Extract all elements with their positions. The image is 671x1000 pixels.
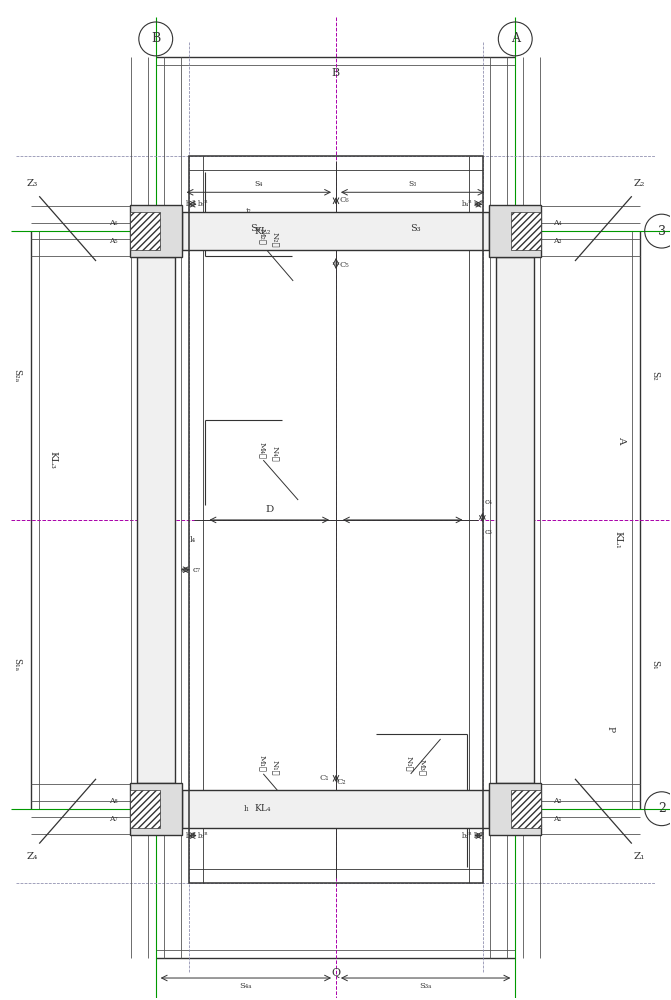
Text: M₁块: M₁块 — [257, 755, 265, 772]
Text: N₁块: N₁块 — [270, 760, 278, 776]
Text: S₄ₐ: S₄ₐ — [240, 982, 252, 990]
Text: c₈: c₈ — [180, 566, 189, 574]
Text: A₁: A₁ — [553, 815, 562, 823]
Text: A₅: A₅ — [109, 237, 118, 245]
Text: c₃: c₃ — [484, 528, 493, 536]
Text: KL₂: KL₂ — [254, 227, 270, 236]
Text: A₄: A₄ — [553, 219, 562, 227]
Text: b₈ᴮ: b₈ᴮ — [187, 832, 197, 840]
Text: KL₁: KL₁ — [613, 531, 622, 549]
Text: S₄: S₄ — [250, 224, 261, 233]
Text: S₂ₐ: S₂ₐ — [12, 369, 21, 382]
Bar — [130, 790, 160, 828]
Text: A: A — [511, 32, 520, 45]
Text: A₃: A₃ — [553, 237, 562, 245]
Bar — [497, 257, 534, 783]
Bar — [489, 783, 541, 835]
Text: b₁ᴮ: b₁ᴮ — [474, 832, 484, 840]
Text: C₂: C₂ — [336, 778, 346, 786]
Text: P: P — [605, 726, 615, 732]
Text: Q: Q — [331, 968, 340, 978]
Bar — [182, 212, 489, 250]
Text: S₃ₐ: S₃ₐ — [419, 982, 432, 990]
Bar — [130, 205, 182, 257]
Bar — [130, 783, 182, 835]
Bar — [137, 257, 174, 783]
Bar — [182, 790, 489, 828]
Text: i₂: i₂ — [246, 207, 252, 215]
Text: S₄: S₄ — [254, 180, 263, 188]
Text: 3: 3 — [658, 225, 666, 238]
Text: S₁ₐ: S₁ₐ — [12, 658, 21, 671]
Text: l₁: l₁ — [244, 805, 250, 813]
Text: KL₃: KL₃ — [49, 451, 58, 469]
Text: c₇: c₇ — [193, 566, 201, 574]
Text: b₅ᴮ: b₅ᴮ — [199, 200, 209, 208]
Text: b₇ᴮ: b₇ᴮ — [199, 832, 209, 840]
Text: M₃块: M₃块 — [417, 759, 425, 776]
Text: A₇: A₇ — [109, 815, 118, 823]
Text: D: D — [265, 505, 273, 514]
Text: 2: 2 — [658, 802, 666, 815]
Text: C₅: C₅ — [339, 261, 349, 269]
Text: Z₂: Z₂ — [633, 179, 645, 188]
Text: S₁: S₁ — [650, 660, 659, 669]
Text: b₂ᴮ: b₂ᴮ — [462, 832, 472, 840]
Text: Z₄: Z₄ — [26, 852, 38, 861]
Text: N₃块: N₃块 — [405, 756, 413, 772]
Text: A₈: A₈ — [109, 797, 118, 805]
Bar — [511, 790, 541, 828]
Text: b₃ᴮ: b₃ᴮ — [474, 200, 484, 208]
Text: B: B — [331, 68, 340, 78]
Bar — [489, 205, 541, 257]
Text: S₃: S₃ — [409, 180, 417, 188]
Text: l₄: l₄ — [189, 536, 196, 544]
Bar — [511, 212, 541, 250]
Text: c₄: c₄ — [484, 498, 493, 506]
Text: S₃: S₃ — [411, 224, 421, 233]
Text: N₄块: N₄块 — [270, 446, 278, 462]
Text: M₄块: M₄块 — [257, 442, 265, 459]
Text: C₆: C₆ — [339, 196, 349, 204]
Text: M₂块: M₂块 — [257, 228, 265, 245]
Text: KL₄: KL₄ — [254, 804, 270, 813]
Text: A₆: A₆ — [109, 219, 118, 227]
Text: S₂: S₂ — [650, 371, 659, 380]
Text: C₁: C₁ — [319, 774, 329, 782]
Bar — [189, 156, 483, 883]
Text: N₂块: N₂块 — [270, 232, 278, 248]
Text: A: A — [617, 436, 626, 444]
Text: b₄ᴮ: b₄ᴮ — [462, 200, 472, 208]
Text: b₅ᴮ: b₅ᴮ — [187, 200, 197, 208]
Text: Z₃: Z₃ — [26, 179, 38, 188]
Bar — [130, 212, 160, 250]
Text: B: B — [151, 32, 160, 45]
Text: A₂: A₂ — [553, 797, 562, 805]
Text: Z₁: Z₁ — [633, 852, 645, 861]
